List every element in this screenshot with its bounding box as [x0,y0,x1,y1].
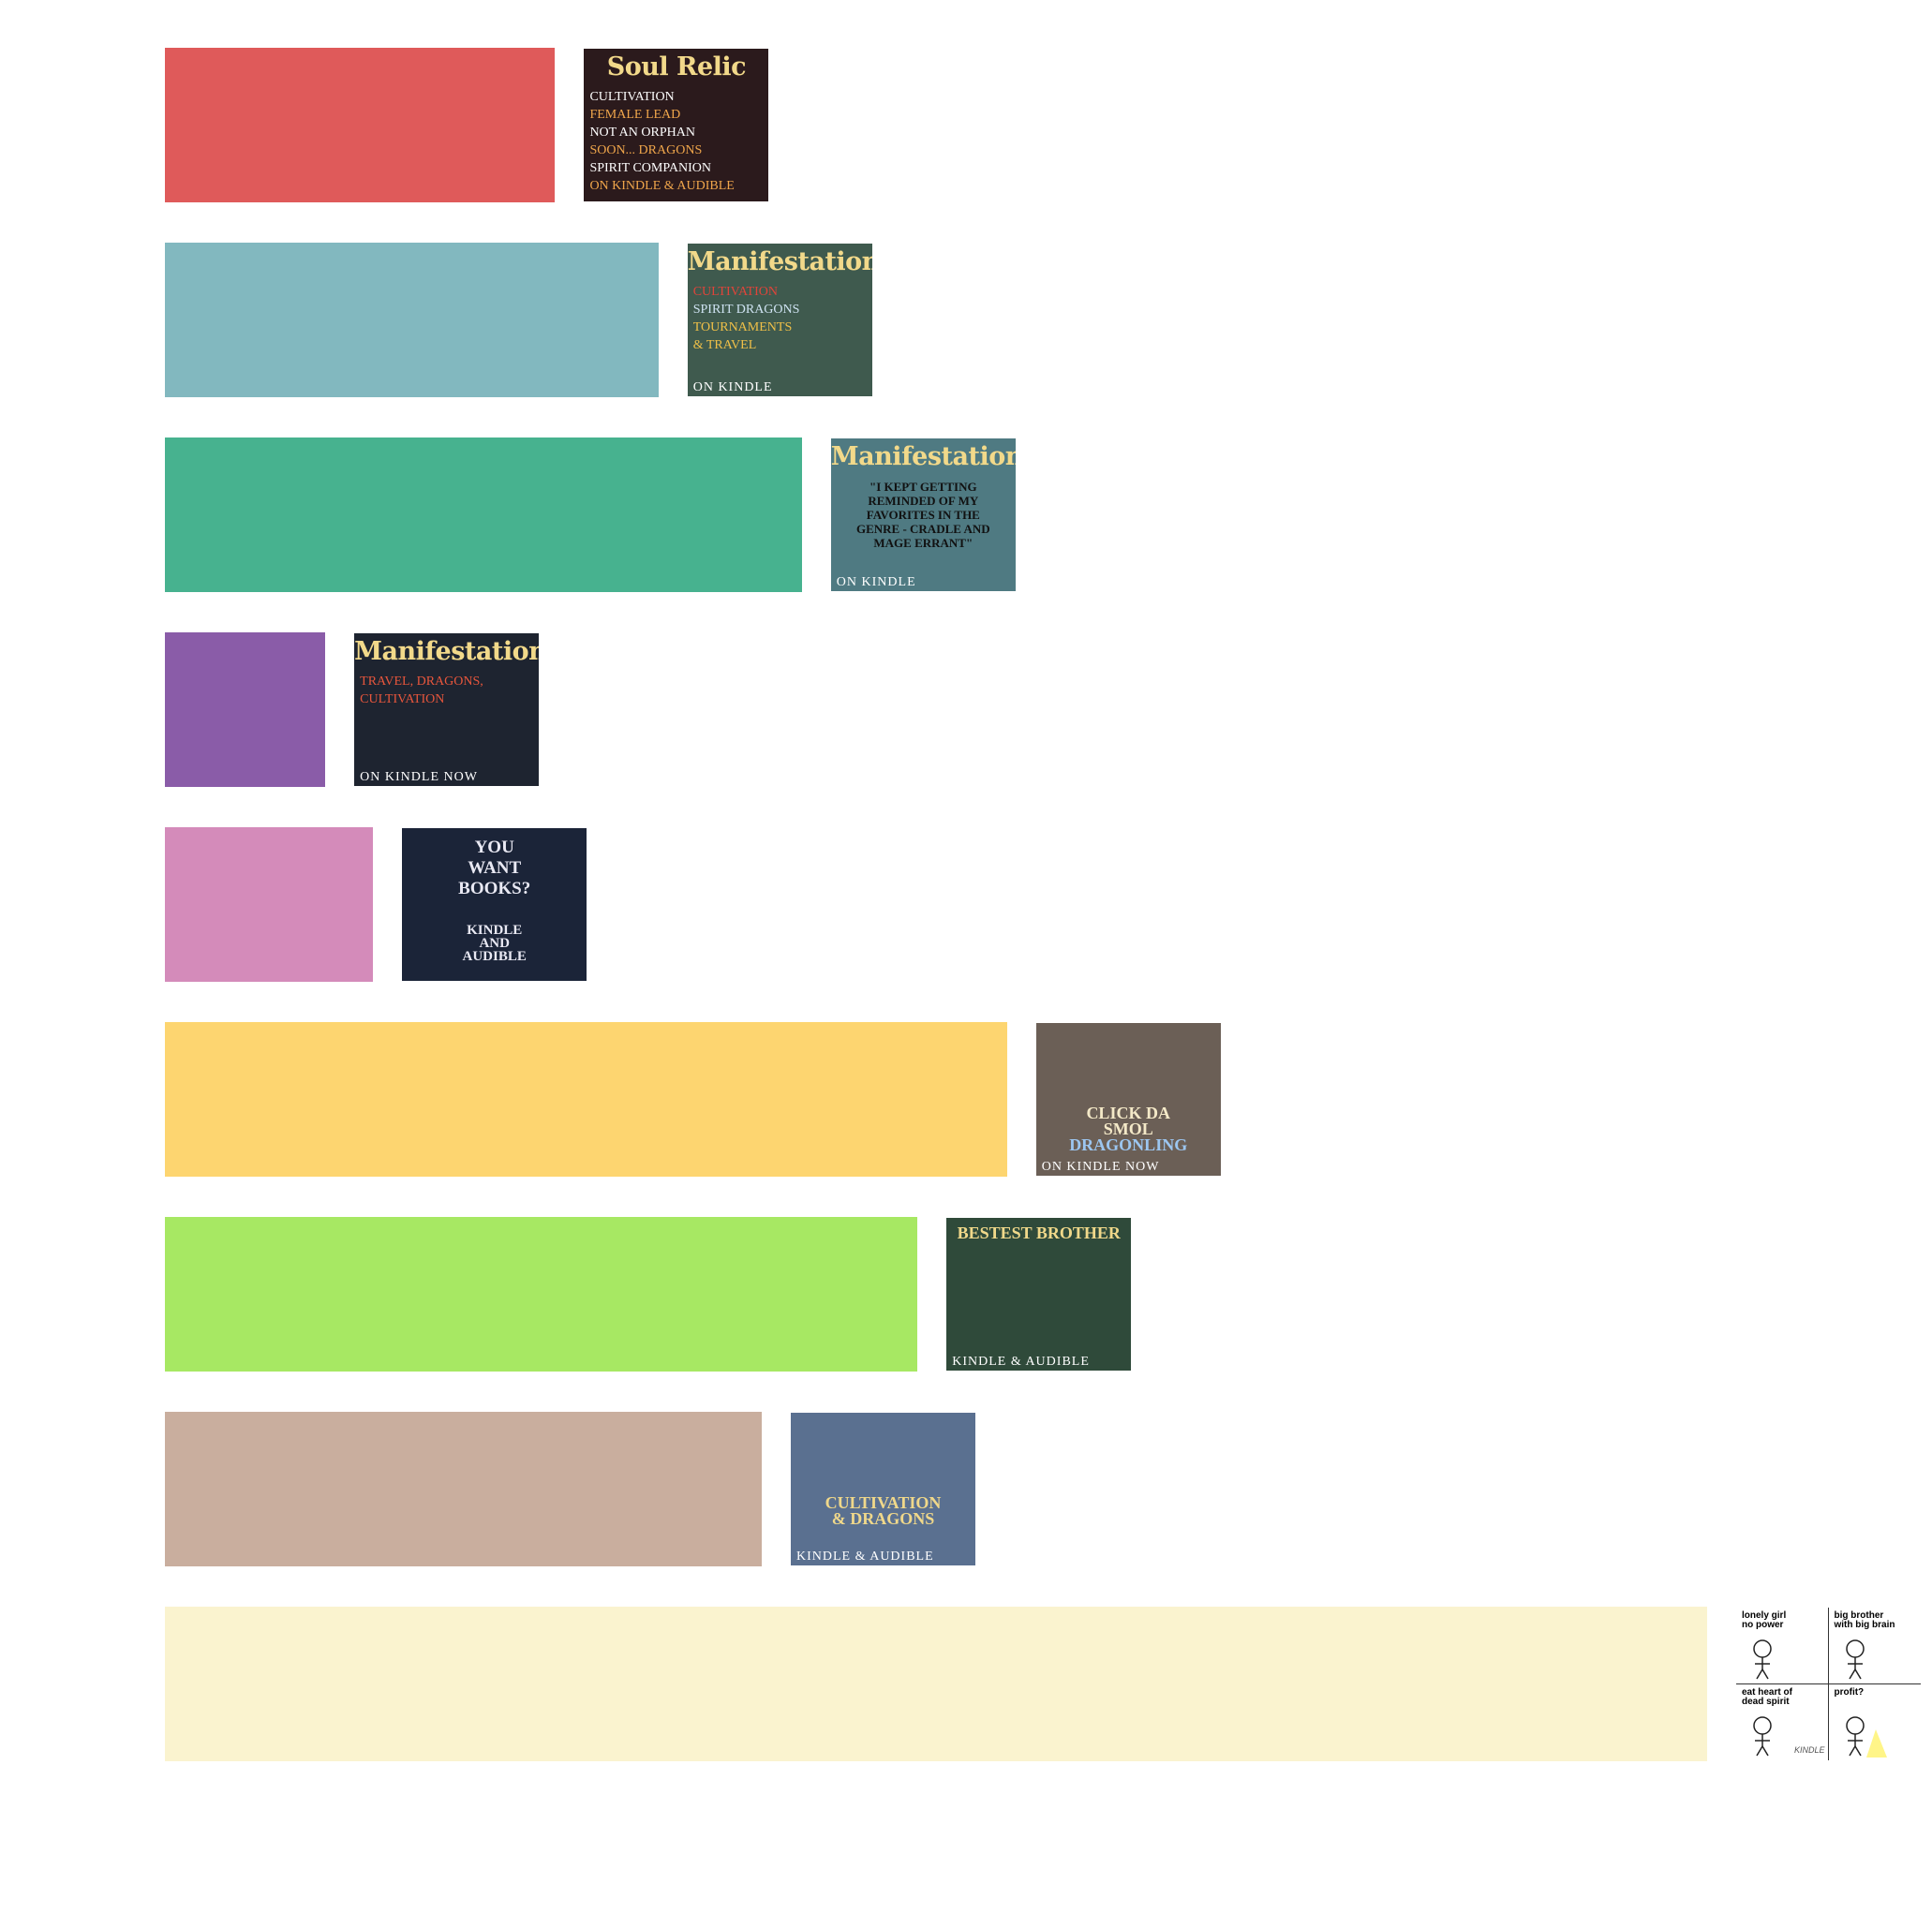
comic-panel-caption: lonely girl no power [1742,1610,1787,1630]
bar-6 [165,1022,1007,1177]
comic-panel-4: profit? [1829,1684,1922,1761]
bar-label-image-manifestation-ad-2: Manifestation "I KEPT GETTING REMINDED OF … [830,438,1016,591]
thumb-text-line: YOU [474,838,514,857]
thumb-title: Manifestation [687,247,872,276]
thumb-footer: KINDLE & AUDIBLE [952,1355,1090,1369]
bar-3 [165,438,802,592]
thumb-text-line: FAVORITES IN THE [866,508,980,522]
thumb-text-line: "I KEPT GETTING [869,480,977,494]
thumb-text-line: SOON... DRAGONS [589,143,703,157]
thumb-text-line: & TRAVEL [692,338,757,352]
thumb-text-block: BESTEST BROTHER [952,1225,1125,1241]
bar-9 [165,1607,1707,1761]
bar-label-image-cultivation-dragons-ad: CULTIVATION & DRAGONS KINDLE & AUDIBLE [791,1413,975,1565]
bar-label-image-you-want-books-ad: YOU WANT BOOKS? KINDLE AND AUDIBLE [402,828,587,981]
thumb-text-block: CULTIVATION SPIRIT DRAGONS TOURNAMENTS & TR… [693,283,867,354]
bar-2 [165,243,659,397]
stick-figure-icon [1845,1715,1887,1757]
comic-panel-caption: eat heart of dead spirit [1742,1686,1792,1707]
thumb-text-line: SPIRIT COMPANION [589,161,711,175]
thumb-text-line: REMINDED OF MY [868,494,979,508]
comic-panel-3: eat heart of dead spirit [1736,1683,1829,1760]
thumb-title: Manifestation [354,637,540,666]
thumb-text-line: AND [479,937,510,950]
bar-label-image-manifestation-ad-1: Manifestation CULTIVATION SPIRIT DRAGONS TO… [687,244,872,396]
thumb-text-line: KINDLE [467,924,523,937]
bar-label-image-manifestation-ad-3: Manifestation TRAVEL, DRAGONS, CULTIVATION… [354,633,540,786]
thumb-text-line: CULTIVATION [589,90,675,104]
thumb-text-line: TRAVEL, DRAGONS, [360,675,483,689]
bar-label-image-bestest-brother-ad: BESTEST BROTHER KINDLE & AUDIBLE [946,1218,1132,1371]
stick-figure-icon [1753,1639,1772,1680]
comic-panel-caption: big brother with big brain [1834,1610,1895,1630]
thumb-footer: ON KINDLE [836,575,916,589]
thumb-text-block: CLICK DA SMOL DRAGONLING [1042,1105,1215,1153]
thumb-text-line: ON KINDLE & AUDIBLE [589,179,735,193]
thumb-text-block: TRAVEL, DRAGONS, CULTIVATION [360,673,533,708]
bar-7 [165,1217,918,1372]
bar-5 [165,827,374,982]
comic-panel-1: lonely girl no power [1736,1608,1829,1684]
thumb-text-line: MAGE ERRANT" [873,536,973,550]
thumb-text-line: GENRE - CRADLE AND [855,522,990,536]
bar-label-image-stick-comic-ad: lonely girl no power big brother with big… [1736,1608,1921,1760]
bar-1 [165,48,556,202]
thumb-title: Manifestation [830,442,1016,471]
thumb-text-line: DRAGONLING [1069,1137,1188,1153]
thumb-text-block: YOU WANT BOOKS? KINDLE AND AUDIBLE [408,838,581,963]
thumb-text-line: BOOKS? [458,879,531,898]
thumb-footer: ON KINDLE [692,380,773,394]
thumb-text-line: SMOL [1103,1121,1153,1137]
thumb-text-line: AUDIBLE [462,950,527,963]
thumb-text-line: BESTEST BROTHER [957,1225,1121,1241]
bar-label-image-smol-dragonling-ad: CLICK DA SMOL DRAGONLING ON KINDLE NOW [1035,1023,1221,1176]
thumb-text-line: NOT AN ORPHAN [589,126,695,140]
thumb-text-line: CULTIVATION [825,1495,942,1511]
thumb-text-block: CULTIVATION FEMALE LEAD NOT AN ORPHAN SOON.… [589,88,763,195]
thumb-text-block: CULTIVATION & DRAGONS [796,1495,970,1527]
bar-8 [165,1412,762,1566]
thumb-title: Soul Relic [606,52,747,82]
thumb-footer: ON KINDLE NOW [1041,1160,1160,1174]
stick-figure-icon [1753,1715,1772,1756]
thumb-text-line: FEMALE LEAD [589,108,681,122]
thumb-text-block: "I KEPT GETTING REMINDED OF MY FAVORITES I… [837,480,1010,550]
thumb-text-line: TOURNAMENTS [692,320,793,334]
thumb-text-line: & DRAGONS [831,1511,935,1527]
comic-scribble-text: KINDLE [1794,1745,1825,1755]
comic-panel-2: big brother with big brain [1828,1608,1921,1684]
comic-panel-caption: profit? [1834,1686,1865,1698]
thumb-text-line: CLICK DA [1086,1105,1170,1121]
stick-figure-icon [1845,1639,1865,1680]
thumb-footer: ON KINDLE NOW [360,770,478,784]
bar-label-image-soul-relic-ad: Soul Relic CULTIVATION FEMALE LEAD NOT AN O… [584,49,769,201]
thumb-text-line: CULTIVATION [360,692,445,706]
thumb-text-line: WANT [468,858,522,878]
thumb-footer: KINDLE & AUDIBLE [796,1550,934,1564]
thumb-text-line: SPIRIT DRAGONS [692,303,800,317]
thumb-text-line: CULTIVATION [692,285,778,299]
bar-4 [165,632,326,787]
